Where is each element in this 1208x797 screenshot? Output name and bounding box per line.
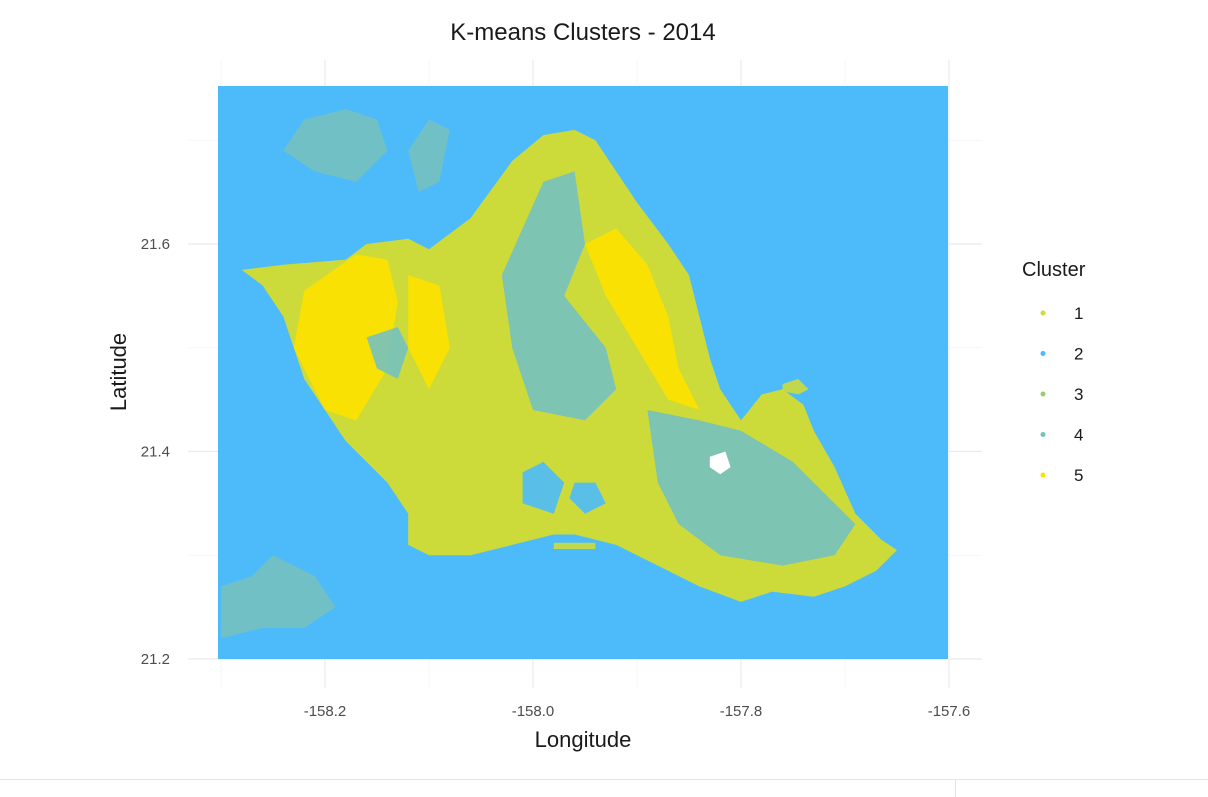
legend: Cluster 1 2 3 4 5 (1022, 259, 1086, 485)
cluster-region-4-7 (408, 119, 450, 193)
x-tick-label: -157.6 (928, 703, 971, 720)
x-tick-label: -158.2 (304, 703, 347, 720)
x-tick-label: -158.0 (512, 703, 555, 720)
cluster-region-4-4 (647, 410, 856, 566)
legend-label-2: 2 (1074, 345, 1083, 364)
legend-title: Cluster (1022, 259, 1086, 281)
legend-key-5 (1040, 472, 1046, 478)
x-axis-ticks: -158.2 -158.0 -157.8 -157.6 (304, 703, 971, 720)
legend-key-2 (1040, 351, 1046, 356)
cluster-region-1-11 (553, 542, 596, 549)
footer-divider-tick (955, 780, 956, 797)
x-axis-title: Longitude (535, 727, 632, 752)
legend-items: 1 2 3 4 5 (1040, 304, 1083, 485)
plot-area (218, 86, 948, 659)
legend-label-3: 3 (1074, 385, 1083, 404)
y-axis-ticks: 21.2 21.4 21.6 (141, 236, 170, 668)
cluster-region-1-12 (782, 378, 809, 395)
legend-key-1 (1040, 310, 1046, 316)
footer-divider (0, 779, 1208, 780)
cluster-region-5-0 (293, 254, 398, 421)
cluster-region-4-6 (283, 109, 388, 182)
cluster-region-5-2 (585, 228, 700, 410)
legend-label-4: 4 (1074, 426, 1083, 445)
cluster-region-4-8 (221, 555, 336, 639)
y-tick-label: 21.2 (141, 651, 170, 668)
legend-label-5: 5 (1074, 466, 1083, 485)
cluster-region-4-5 (366, 327, 409, 379)
y-tick-label: 21.6 (141, 236, 170, 253)
legend-label-1: 1 (1074, 304, 1083, 323)
y-axis-title: Latitude (106, 333, 131, 411)
x-tick-label: -157.8 (720, 703, 763, 720)
missing-data-gap (709, 451, 731, 475)
cluster-region-2-9 (522, 461, 565, 514)
legend-key-4 (1040, 432, 1046, 437)
cluster-map (218, 86, 948, 659)
cluster-region-5-1 (408, 275, 450, 390)
cluster-region-4-3 (501, 171, 617, 421)
chart-title: K-means Clusters - 2014 (450, 19, 715, 46)
legend-key-3 (1040, 391, 1046, 397)
cluster-region-2-10 (569, 482, 606, 514)
y-tick-label: 21.4 (141, 444, 170, 461)
